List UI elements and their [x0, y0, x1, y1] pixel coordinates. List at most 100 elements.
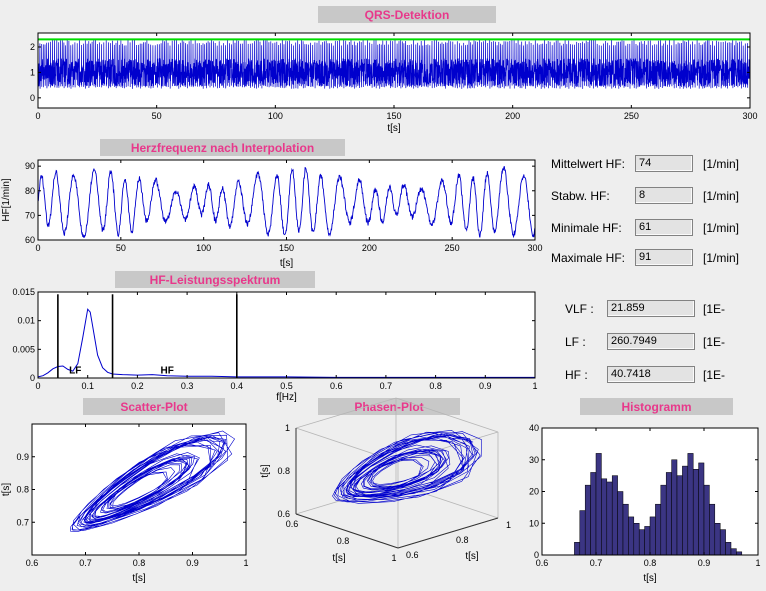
svg-text:0.9: 0.9: [479, 381, 492, 391]
svg-text:0.9: 0.9: [16, 452, 29, 462]
power-spectrum-plot: LF HF 0 0.1 0.2 0.3 0.4 0.5 0.6 0.7 0.8 0.9 1 0 0.005 0…: [12, 287, 537, 403]
scatter-section-title: Scatter-Plot: [83, 398, 225, 415]
svg-text:0.01: 0.01: [17, 316, 35, 326]
svg-text:0.015: 0.015: [12, 287, 35, 297]
svg-text:0.6: 0.6: [277, 509, 290, 519]
vlf-unit: [1E-: [703, 302, 726, 316]
stat-row-max-hf: Maximale HF: 91 [1/min]: [551, 249, 763, 267]
histogram-section-title: Histogramm: [580, 398, 733, 415]
svg-text:2: 2: [30, 42, 35, 52]
svg-text:150: 150: [386, 111, 401, 121]
svg-text:t[s]: t[s]: [643, 573, 657, 584]
max-hf-unit: [1/min]: [703, 251, 740, 265]
hf-label: HF :: [565, 368, 588, 382]
heart-rate-plot: 0 50 100 150 200 250 300 60 70 80 90 t[s] HF[1/min]: [1, 159, 543, 269]
svg-text:0.6: 0.6: [536, 558, 549, 568]
svg-text:70: 70: [25, 210, 35, 220]
min-hf-value-field[interactable]: 61: [635, 219, 693, 236]
svg-text:0.6: 0.6: [286, 519, 299, 529]
svg-text:1: 1: [285, 423, 290, 433]
svg-text:0: 0: [35, 243, 40, 253]
svg-text:1: 1: [30, 67, 35, 77]
svg-text:0: 0: [30, 93, 35, 103]
svg-text:0.6: 0.6: [406, 550, 419, 560]
max-hf-value-field[interactable]: 91: [635, 249, 693, 266]
svg-text:300: 300: [527, 243, 542, 253]
qrs-detection-plot: 0 50 100 150 200 250 300 0 1 2 t[s]: [30, 32, 758, 134]
svg-text:60: 60: [25, 235, 35, 245]
spectrum-section-title: HF-Leistungsspektrum: [115, 271, 315, 288]
hf-value-field[interactable]: 40.7418: [607, 366, 695, 383]
svg-text:250: 250: [445, 243, 460, 253]
lf-label: LF :: [565, 335, 586, 349]
svg-text:1: 1: [391, 553, 396, 563]
svg-text:0.8: 0.8: [16, 485, 29, 495]
svg-text:0.9: 0.9: [698, 558, 711, 568]
std-hf-value-field[interactable]: 8: [635, 187, 693, 204]
stat-row-min-hf: Minimale HF: 61 [1/min]: [551, 219, 763, 237]
std-hf-unit: [1/min]: [703, 189, 740, 203]
mean-hf-value-field[interactable]: 74: [635, 155, 693, 172]
svg-text:50: 50: [116, 243, 126, 253]
power-row-lf: LF : 260.7949 [1E-: [565, 333, 766, 351]
lf-unit: [1E-: [703, 335, 726, 349]
svg-text:0.005: 0.005: [12, 344, 35, 354]
svg-text:0.8: 0.8: [133, 558, 146, 568]
svg-text:0.8: 0.8: [644, 558, 657, 568]
mean-hf-label: Mittelwert HF:: [551, 157, 626, 171]
svg-text:t[s]: t[s]: [387, 123, 401, 134]
svg-text:40: 40: [529, 423, 539, 433]
svg-text:0.8: 0.8: [277, 466, 290, 476]
svg-text:1: 1: [755, 558, 760, 568]
svg-text:1: 1: [243, 558, 248, 568]
svg-text:t[s]: t[s]: [132, 573, 146, 584]
svg-text:90: 90: [25, 161, 35, 171]
svg-text:250: 250: [624, 111, 639, 121]
heart-rate-section-title: Herzfrequenz nach Interpolation: [100, 139, 345, 156]
svg-text:200: 200: [505, 111, 520, 121]
svg-text:0.8: 0.8: [429, 381, 442, 391]
vlf-label: VLF :: [565, 302, 594, 316]
power-row-vlf: VLF : 21.859 [1E-: [565, 300, 766, 318]
qrs-section-title: QRS-Detektion: [318, 6, 496, 23]
hf-unit: [1E-: [703, 368, 726, 382]
svg-text:150: 150: [279, 243, 294, 253]
svg-text:1: 1: [506, 520, 511, 530]
lf-value-field[interactable]: 260.7949: [607, 333, 695, 350]
svg-text:0.1: 0.1: [81, 381, 94, 391]
power-row-hf: HF : 40.7418 [1E-: [565, 366, 766, 384]
svg-text:0: 0: [534, 550, 539, 560]
svg-text:50: 50: [152, 111, 162, 121]
svg-text:1: 1: [532, 381, 537, 391]
svg-text:0.6: 0.6: [26, 558, 39, 568]
svg-text:t[s]: t[s]: [260, 464, 271, 478]
svg-text:HF: HF: [161, 365, 174, 376]
svg-text:0: 0: [30, 373, 35, 383]
svg-text:0: 0: [35, 381, 40, 391]
svg-text:0.3: 0.3: [181, 381, 194, 391]
svg-text:30: 30: [529, 455, 539, 465]
vlf-value-field[interactable]: 21.859: [607, 300, 695, 317]
svg-text:0.7: 0.7: [590, 558, 603, 568]
scatter-plot: 0.6 0.7 0.8 0.9 1 0.7 0.8 0.9 t[s] t[s]: [1, 423, 249, 584]
svg-text:HF[1/min]: HF[1/min]: [1, 178, 12, 222]
mean-hf-unit: [1/min]: [703, 157, 740, 171]
svg-text:f[Hz]: f[Hz]: [276, 392, 297, 403]
svg-text:t[s]: t[s]: [332, 553, 346, 564]
svg-text:100: 100: [196, 243, 211, 253]
max-hf-label: Maximale HF:: [551, 251, 626, 265]
svg-text:0.4: 0.4: [231, 381, 244, 391]
min-hf-label: Minimale HF:: [551, 221, 622, 235]
svg-text:0.7: 0.7: [380, 381, 393, 391]
svg-text:t[s]: t[s]: [1, 483, 12, 497]
svg-text:0.9: 0.9: [186, 558, 199, 568]
svg-text:80: 80: [25, 186, 35, 196]
svg-text:300: 300: [742, 111, 757, 121]
svg-text:0.7: 0.7: [16, 517, 29, 527]
svg-text:t[s]: t[s]: [280, 258, 294, 269]
svg-text:0: 0: [35, 111, 40, 121]
stat-row-std-hf: Stabw. HF: 8 [1/min]: [551, 187, 763, 205]
